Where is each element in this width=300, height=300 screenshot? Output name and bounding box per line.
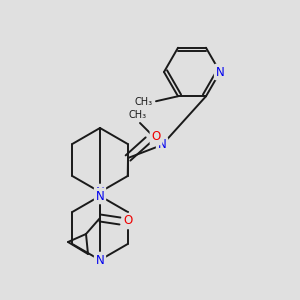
Text: N: N <box>216 65 224 79</box>
Text: O: O <box>152 130 160 143</box>
Text: CH₃: CH₃ <box>129 110 147 120</box>
Text: CH₃: CH₃ <box>135 97 153 107</box>
Text: N: N <box>96 190 104 202</box>
Text: O: O <box>123 214 133 227</box>
Text: N: N <box>96 254 104 266</box>
Text: N: N <box>96 185 104 199</box>
Text: N: N <box>158 139 166 152</box>
